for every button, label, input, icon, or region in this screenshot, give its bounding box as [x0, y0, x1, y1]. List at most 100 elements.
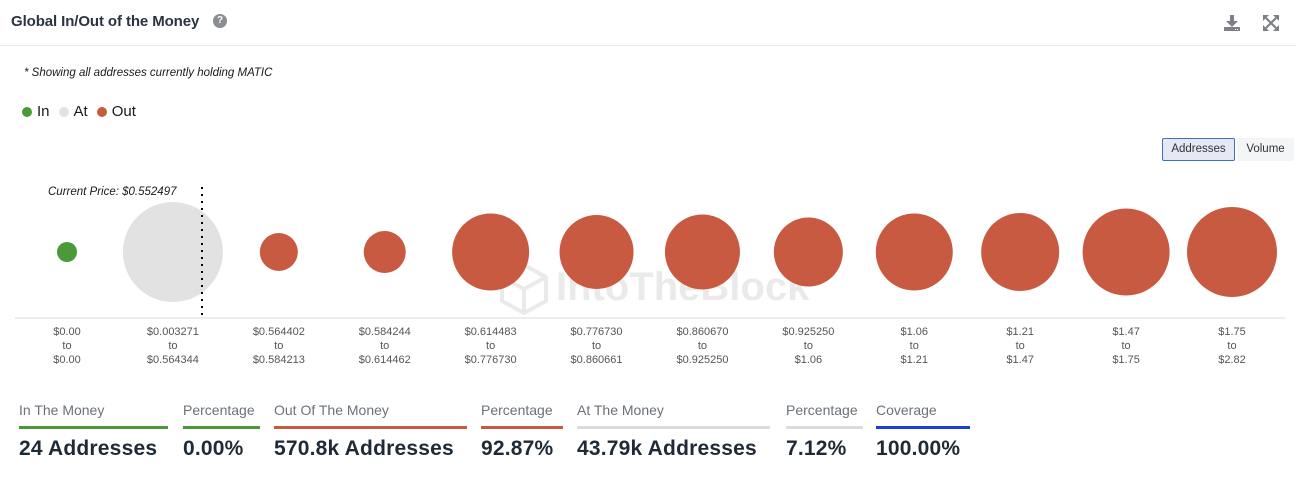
x-tick-label: $1.47 to $1.75 — [1071, 325, 1181, 367]
addresses-toggle-button[interactable]: Addresses — [1162, 138, 1235, 161]
tick-connector: to — [1015, 340, 1025, 352]
tick-from: $1.75 — [1218, 326, 1246, 338]
stat-underline — [19, 426, 168, 429]
x-tick-label: $0.564402 to $0.584213 — [224, 325, 334, 367]
bubble-out[interactable] — [1187, 207, 1277, 297]
stat-underline — [786, 426, 863, 429]
tick-connector: to — [168, 340, 178, 352]
tick-to: $0.925250 — [676, 354, 729, 366]
stat-label: Percentage — [183, 402, 255, 418]
x-tick-label: $1.75 to $2.82 — [1177, 325, 1287, 367]
tick-from: $0.564402 — [252, 326, 305, 338]
expand-icon[interactable] — [1262, 14, 1280, 32]
legend-label-in: In — [37, 103, 50, 120]
stat-percentage: Percentage 92.87% — [481, 402, 563, 461]
watermark-logo: IntoTheBlock — [500, 262, 810, 316]
stat-value: 570.8k Addresses — [274, 437, 454, 460]
stat-value: 100.00% — [876, 437, 961, 460]
legend-label-out: Out — [111, 103, 136, 120]
stat-label: Coverage — [876, 402, 937, 418]
holding-note: * Showing all addresses currently holdin… — [24, 67, 273, 79]
bubble-out[interactable] — [1082, 208, 1170, 296]
tick-connector: to — [803, 340, 813, 352]
legend-item-at[interactable]: At — [58, 103, 88, 120]
tick-to: $0.564344 — [146, 354, 199, 366]
legend-dot-out — [96, 106, 107, 117]
tick-connector: to — [486, 340, 496, 352]
tick-to: $1.47 — [1006, 354, 1034, 366]
stat-percentage: Percentage 7.12% — [786, 402, 863, 461]
stat-value: 92.87% — [481, 437, 554, 460]
stat-value: 0.00% — [183, 437, 244, 460]
legend-item-out[interactable]: Out — [96, 103, 136, 120]
stat-value: 43.79k Addresses — [577, 437, 757, 460]
stat-in-the-money: In The Money 24 Addresses — [19, 402, 168, 461]
widget-header: Global In/Out of the Money ? — [0, 0, 1296, 46]
bubble-in[interactable] — [57, 242, 77, 262]
x-tick-label: $0.00 to $0.00 — [12, 325, 122, 367]
widget-title: Global In/Out of the Money — [11, 13, 200, 30]
tick-connector: to — [380, 340, 390, 352]
tick-connector: to — [697, 340, 708, 352]
bubble-chart-svg: IntoTheBlock — [15, 187, 1285, 320]
bubble-out[interactable] — [664, 214, 740, 290]
tick-to: $0.860661 — [570, 354, 623, 366]
tick-to: $0.614462 — [358, 354, 411, 366]
bubble-at[interactable] — [122, 202, 223, 302]
stat-value: 7.12% — [786, 437, 847, 460]
x-tick-label: $0.614483 to $0.776730 — [436, 325, 546, 367]
bubble-out[interactable] — [259, 233, 298, 271]
stat-underline — [183, 426, 260, 429]
bubble-out[interactable] — [559, 215, 634, 289]
x-tick-label: $0.925250 to $1.06 — [753, 325, 863, 367]
legend-label-at: At — [73, 103, 88, 120]
tick-connector: to — [62, 340, 72, 352]
tick-from: $1.06 — [900, 326, 929, 338]
legend-dot-at — [58, 106, 69, 117]
download-icon[interactable] — [1223, 14, 1241, 32]
x-tick-label: $0.776730 to $0.860661 — [542, 325, 652, 367]
stat-label: In The Money — [19, 402, 105, 418]
tick-from: $0.003271 — [146, 326, 199, 338]
tick-connector: to — [274, 340, 284, 352]
tick-from: $0.860670 — [676, 326, 729, 338]
stat-label: Percentage — [786, 402, 858, 418]
stat-label: Out Of The Money — [274, 402, 389, 418]
stat-label: At The Money — [577, 402, 664, 418]
stat-underline — [577, 426, 770, 429]
tick-from: $1.47 — [1112, 326, 1140, 338]
stat-underline — [481, 426, 563, 429]
bubble-out[interactable] — [981, 213, 1060, 291]
tick-connector: to — [1121, 340, 1131, 352]
bubble-out[interactable] — [452, 213, 530, 291]
stat-percentage: Percentage 0.00% — [183, 402, 260, 461]
tick-to: $0.00 — [53, 354, 81, 366]
stat-value: 24 Addresses — [19, 437, 158, 460]
legend-item-in[interactable]: In — [22, 103, 50, 120]
tick-to: $2.82 — [1218, 354, 1246, 366]
stat-coverage: Coverage 100.00% — [876, 402, 970, 461]
stat-out-of-the-money: Out Of The Money 570.8k Addresses — [274, 402, 467, 461]
tick-to: $0.776730 — [464, 354, 517, 366]
legend-dot-in — [22, 106, 32, 117]
stat-underline — [876, 426, 970, 429]
x-tick-label: $0.860670 to $0.925250 — [647, 325, 757, 367]
tick-from: $1.21 — [1006, 326, 1034, 338]
bubble-out[interactable] — [875, 213, 953, 291]
stat-at-the-money: At The Money 43.79k Addresses — [577, 402, 770, 461]
help-icon[interactable]: ? — [213, 14, 227, 28]
tick-from: $0.614483 — [464, 326, 517, 338]
bubble-chart: IntoTheBlock Current Price: $0.552497 $0… — [0, 170, 1296, 380]
stat-underline — [274, 426, 467, 429]
tick-connector: to — [909, 340, 919, 352]
tick-connector: to — [591, 340, 602, 352]
bubble-out[interactable] — [773, 217, 843, 287]
x-tick-label: $1.21 to $1.47 — [965, 325, 1075, 367]
bubble-out[interactable] — [363, 231, 406, 273]
volume-toggle-button[interactable]: Volume — [1237, 138, 1294, 161]
tick-to: $1.21 — [900, 354, 929, 366]
chart-legend: In At Out — [22, 103, 145, 120]
tick-from: $0.584244 — [358, 326, 411, 338]
tick-from: $0.776730 — [570, 326, 623, 338]
x-tick-label: $0.584244 to $0.614462 — [330, 325, 440, 367]
